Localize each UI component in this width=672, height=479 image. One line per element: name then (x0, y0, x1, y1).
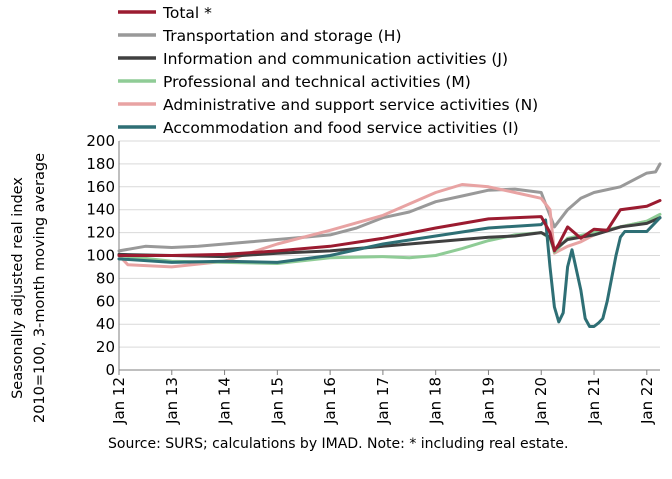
y-tick-label: 20 (96, 338, 115, 356)
legend-label: Transportation and storage (H) (162, 27, 402, 45)
y-tick-label: 100 (86, 247, 115, 265)
y-tick-label: 200 (86, 132, 115, 150)
y-axis-title-line: Seasonally adjusted real index (10, 177, 26, 399)
series-line (117, 216, 662, 259)
legend-label: Accommodation and food service activitie… (163, 119, 519, 137)
y-tick-label: 80 (96, 269, 115, 287)
y-tick-label: 140 (86, 201, 115, 219)
series-line (117, 162, 662, 253)
y-tick-label: 160 (86, 178, 115, 196)
legend-label: Total * (162, 4, 212, 22)
x-tick-label: Jan 20 (532, 377, 550, 425)
y-tick-label: 40 (96, 315, 115, 333)
y-axis-title-line: 2010=100, 3-month moving average (32, 153, 48, 423)
x-tick-label: Jan 18 (427, 377, 445, 425)
y-axis-ticks: 0 20 40 60 80 100 120 140 160 180 200 (86, 132, 115, 379)
x-tick-label: Jan 12 (110, 377, 128, 425)
x-axis-ticks: Jan 12 Jan 13 Jan 14 Jan 15 Jan 16 Jan 17 Jan … (110, 377, 656, 425)
legend-label: Professional and technical activities (M… (163, 73, 471, 91)
y-axis-title: Seasonally adjusted real index 2010=100, … (10, 153, 48, 423)
x-tick-label: Jan 19 (479, 377, 497, 425)
x-tick-label: Jan 22 (638, 377, 656, 425)
series-line (117, 199, 662, 257)
x-tick-label: Jan 21 (585, 377, 603, 425)
legend-label: Administrative and support service activ… (163, 96, 538, 114)
x-tick-label: Jan 15 (268, 377, 286, 425)
x-tick-label: Jan 13 (163, 377, 181, 425)
x-tick-label: Jan 16 (321, 377, 339, 425)
series-line (117, 216, 662, 328)
source-note: Source: SURS; calculations by IMAD. Note… (108, 436, 569, 452)
series-lines (117, 162, 662, 328)
x-tick-label: Jan 17 (374, 377, 392, 425)
y-tick-label: 120 (86, 224, 115, 242)
legend: Total * Transportation and storage (H) Inf… (118, 4, 538, 137)
y-tick-label: 60 (96, 292, 115, 310)
legend-label: Information and communication activities… (163, 50, 508, 68)
x-tick-label: Jan 14 (216, 377, 234, 425)
y-tick-label: 180 (86, 155, 115, 173)
y-tick-label: 0 (105, 361, 115, 379)
